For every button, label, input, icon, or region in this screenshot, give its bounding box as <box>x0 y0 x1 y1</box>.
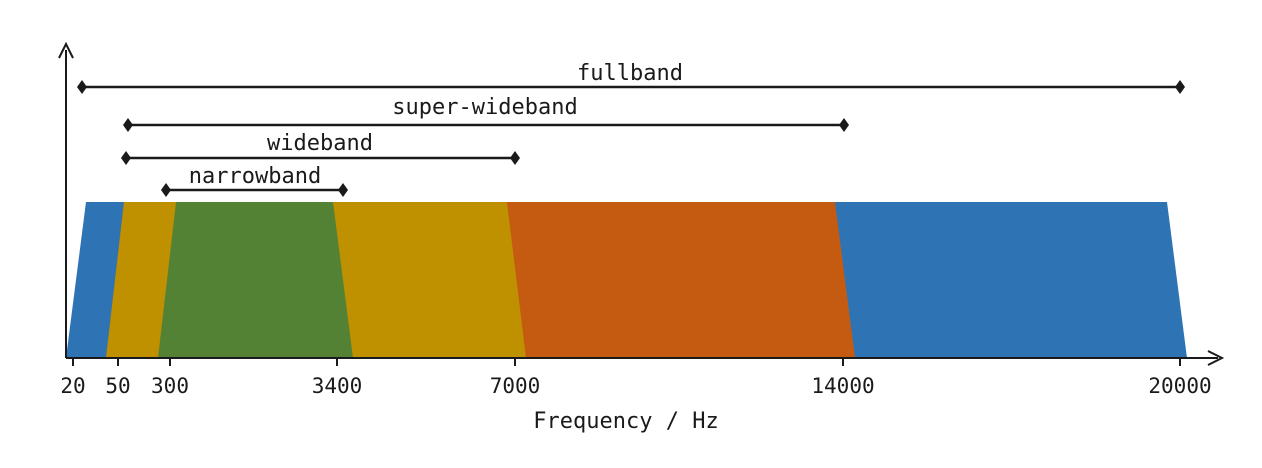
wideband-label: wideband <box>267 131 373 156</box>
tick-label-3400: 3400 <box>312 374 363 398</box>
tick-label-300: 300 <box>151 374 189 398</box>
super-wideband-label: super-wideband <box>392 95 577 120</box>
band-fullband: fullband <box>77 61 1185 94</box>
band-super-wideband: super-wideband <box>123 95 849 132</box>
tick-label-14000: 14000 <box>811 374 874 398</box>
x-axis-ticks <box>72 358 1181 366</box>
fullband-end-marker <box>1175 80 1185 94</box>
narrowband-region <box>158 202 353 358</box>
tick-label-20: 20 <box>60 374 85 398</box>
super-wideband-start-marker <box>123 118 133 132</box>
fullband-start-marker <box>77 80 87 94</box>
tick-label-7000: 7000 <box>490 374 541 398</box>
tick-label-20000: 20000 <box>1148 374 1211 398</box>
wideband-start-marker <box>121 151 131 165</box>
super-wideband-end-marker <box>839 118 849 132</box>
narrowband-end-marker <box>338 183 348 197</box>
fullband-label: fullband <box>577 61 683 86</box>
y-axis-arrowhead <box>58 41 74 59</box>
x-axis-title: Frequency / Hz <box>533 409 718 434</box>
wideband-end-marker <box>510 151 520 165</box>
narrowband-label: narrowband <box>189 164 321 189</box>
x-axis-arrowhead <box>1207 350 1225 366</box>
band-narrowband: narrowband <box>161 164 348 197</box>
tick-label-50: 50 <box>105 374 130 398</box>
band-wideband: wideband <box>121 131 520 165</box>
narrowband-start-marker <box>161 183 171 197</box>
